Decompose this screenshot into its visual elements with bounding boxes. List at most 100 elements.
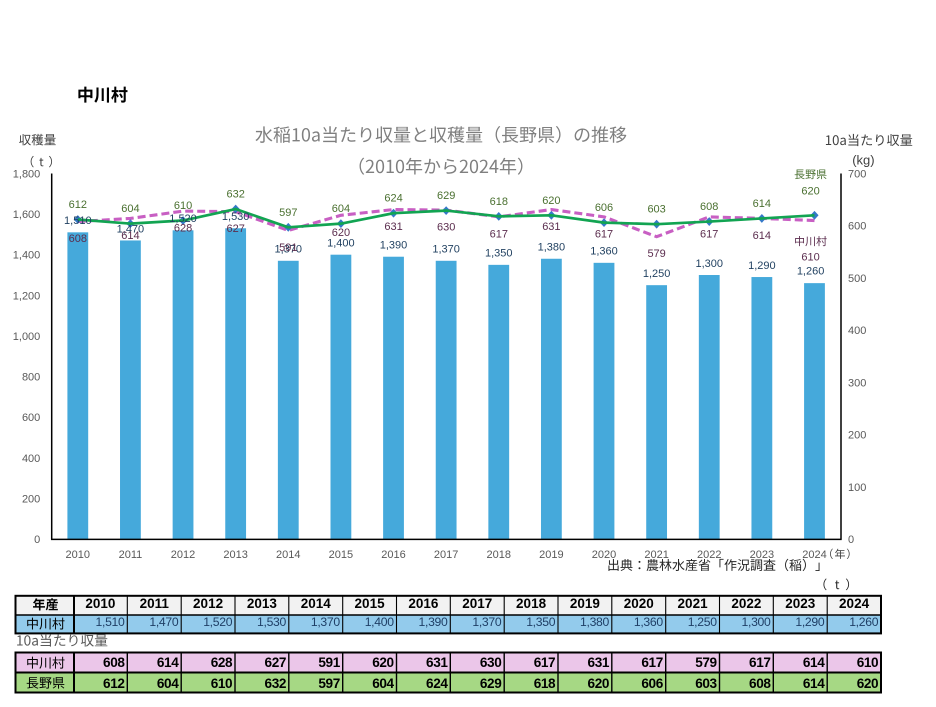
svg-text:617: 617: [490, 228, 508, 240]
svg-text:2012: 2012: [193, 596, 223, 611]
svg-text:2022: 2022: [731, 596, 761, 611]
svg-text:2020: 2020: [624, 596, 654, 611]
svg-text:1,510: 1,510: [96, 615, 126, 629]
svg-text:608: 608: [749, 676, 771, 691]
svg-text:620: 620: [801, 185, 819, 197]
svg-text:1,380: 1,380: [538, 242, 566, 254]
svg-text:200: 200: [848, 430, 866, 442]
svg-text:627: 627: [265, 655, 286, 670]
svg-text:(kg): (kg): [852, 153, 874, 168]
svg-text:608: 608: [69, 233, 87, 245]
svg-text:1,350: 1,350: [485, 248, 513, 260]
svg-text:400: 400: [848, 325, 866, 337]
svg-text:624: 624: [426, 676, 448, 691]
svg-text:1,390: 1,390: [380, 240, 408, 252]
svg-text:618: 618: [534, 676, 556, 691]
svg-text:632: 632: [265, 676, 287, 691]
svg-text:2013: 2013: [223, 549, 247, 561]
svg-text:597: 597: [279, 207, 297, 219]
svg-text:2016: 2016: [381, 549, 405, 561]
svg-text:1,400: 1,400: [365, 615, 395, 629]
svg-text:614: 614: [121, 230, 139, 242]
svg-text:600: 600: [848, 221, 866, 233]
svg-text:610: 610: [211, 676, 232, 691]
svg-text:579: 579: [647, 248, 665, 260]
svg-text:1,260: 1,260: [849, 615, 879, 629]
svg-text:1,290: 1,290: [795, 615, 825, 629]
svg-text:630: 630: [437, 222, 455, 234]
svg-text:1,250: 1,250: [688, 615, 718, 629]
svg-text:604: 604: [372, 676, 394, 691]
svg-text:2019: 2019: [539, 549, 563, 561]
svg-text:1,800: 1,800: [13, 168, 41, 180]
svg-text:1,530: 1,530: [222, 211, 250, 223]
svg-text:631: 631: [542, 221, 560, 233]
svg-text:614: 614: [753, 230, 771, 242]
svg-text:612: 612: [69, 199, 87, 211]
svg-text:606: 606: [595, 202, 613, 214]
svg-text:1,520: 1,520: [169, 213, 197, 225]
svg-text:614: 614: [157, 655, 179, 670]
svg-text:617: 617: [749, 655, 770, 670]
svg-text:620: 620: [588, 676, 609, 691]
svg-text:2011: 2011: [140, 596, 170, 611]
svg-text:620: 620: [542, 195, 560, 207]
svg-text:1,470: 1,470: [117, 223, 145, 235]
svg-text:597: 597: [318, 676, 339, 691]
svg-text:617: 617: [534, 655, 555, 670]
svg-text:631: 631: [384, 221, 402, 233]
svg-text:500: 500: [848, 273, 866, 285]
svg-text:629: 629: [480, 676, 502, 691]
svg-text:2018: 2018: [487, 549, 511, 561]
svg-text:2020: 2020: [592, 549, 616, 561]
svg-text:603: 603: [695, 676, 717, 691]
svg-text:1,200: 1,200: [13, 290, 41, 302]
svg-text:2023: 2023: [750, 549, 774, 561]
svg-text:620: 620: [857, 676, 878, 691]
svg-text:610: 610: [857, 655, 878, 670]
svg-text:604: 604: [121, 203, 139, 215]
svg-text:604: 604: [157, 676, 179, 691]
svg-text:0: 0: [848, 534, 854, 546]
svg-text:604: 604: [332, 203, 350, 215]
svg-text:1,520: 1,520: [203, 615, 233, 629]
svg-text:600: 600: [22, 412, 40, 424]
svg-text:1,360: 1,360: [634, 615, 664, 629]
svg-text:2010: 2010: [85, 596, 115, 611]
svg-text:1,300: 1,300: [695, 258, 723, 270]
svg-text:1,370: 1,370: [432, 244, 460, 256]
svg-text:629: 629: [437, 190, 455, 202]
svg-text:614: 614: [753, 198, 771, 210]
svg-text:0: 0: [34, 534, 40, 546]
svg-text:579: 579: [695, 655, 717, 670]
svg-text:2012: 2012: [171, 549, 195, 561]
svg-text:614: 614: [803, 676, 825, 691]
svg-text:620: 620: [372, 655, 393, 670]
svg-text:1,470: 1,470: [149, 615, 179, 629]
svg-text:608: 608: [700, 201, 718, 213]
svg-text:617: 617: [595, 228, 613, 240]
svg-text:628: 628: [211, 655, 233, 670]
svg-text:2017: 2017: [462, 596, 492, 611]
svg-text:2024: 2024: [839, 596, 870, 611]
svg-text:606: 606: [641, 676, 663, 691]
svg-text:1,370: 1,370: [275, 244, 303, 256]
svg-text:1,300: 1,300: [742, 615, 772, 629]
svg-text:2013: 2013: [247, 596, 278, 611]
svg-text:1,000: 1,000: [13, 331, 41, 343]
svg-text:1,290: 1,290: [748, 260, 776, 272]
svg-text:632: 632: [226, 188, 244, 200]
svg-text:1,510: 1,510: [64, 215, 92, 227]
svg-text:618: 618: [490, 196, 508, 208]
svg-text:2016: 2016: [408, 596, 439, 611]
svg-text:2014: 2014: [276, 549, 300, 561]
svg-text:1,400: 1,400: [13, 250, 41, 262]
svg-text:630: 630: [480, 655, 501, 670]
svg-text:2018: 2018: [516, 596, 547, 611]
svg-text:603: 603: [647, 204, 665, 216]
svg-text:612: 612: [103, 676, 125, 691]
svg-text:1,250: 1,250: [643, 268, 671, 280]
svg-text:700: 700: [848, 168, 866, 180]
svg-text:2010: 2010: [66, 549, 90, 561]
svg-text:200: 200: [22, 494, 40, 506]
